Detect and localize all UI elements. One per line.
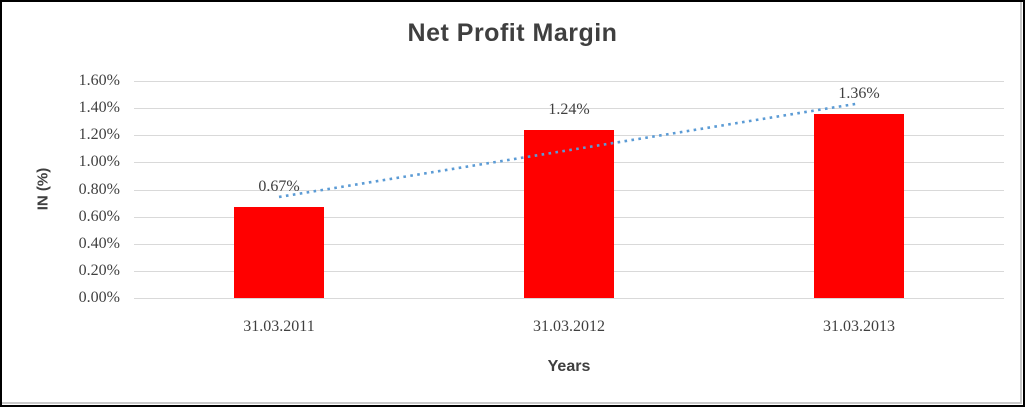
data-label: 1.24% (548, 101, 590, 118)
y-tick-label: 1.20% (78, 126, 120, 143)
data-label: 0.67% (258, 178, 300, 195)
x-category-label: 31.03.2012 (533, 318, 605, 335)
y-tick-label: 1.40% (78, 99, 120, 116)
x-category-label: 31.03.2013 (823, 318, 895, 335)
y-tick-label: 0.00% (78, 289, 120, 306)
data-label: 1.36% (838, 85, 880, 102)
y-tick-label: 1.60% (78, 72, 120, 89)
gridline (134, 298, 1004, 299)
gridline (134, 81, 1004, 82)
bar-31.03.2012 (524, 130, 614, 298)
y-tick-label: 1.00% (78, 153, 120, 170)
y-tick-label: 0.20% (78, 262, 120, 279)
chart-title: Net Profit Margin (407, 19, 618, 47)
x-axis-title: Years (547, 358, 591, 375)
bar-31.03.2011 (234, 207, 324, 298)
bar-31.03.2013 (814, 114, 904, 298)
y-tick-label: 0.40% (78, 235, 120, 252)
y-tick-label: 0.80% (78, 181, 120, 198)
y-tick-label: 0.60% (78, 208, 120, 225)
x-category-label: 31.03.2011 (243, 318, 315, 335)
